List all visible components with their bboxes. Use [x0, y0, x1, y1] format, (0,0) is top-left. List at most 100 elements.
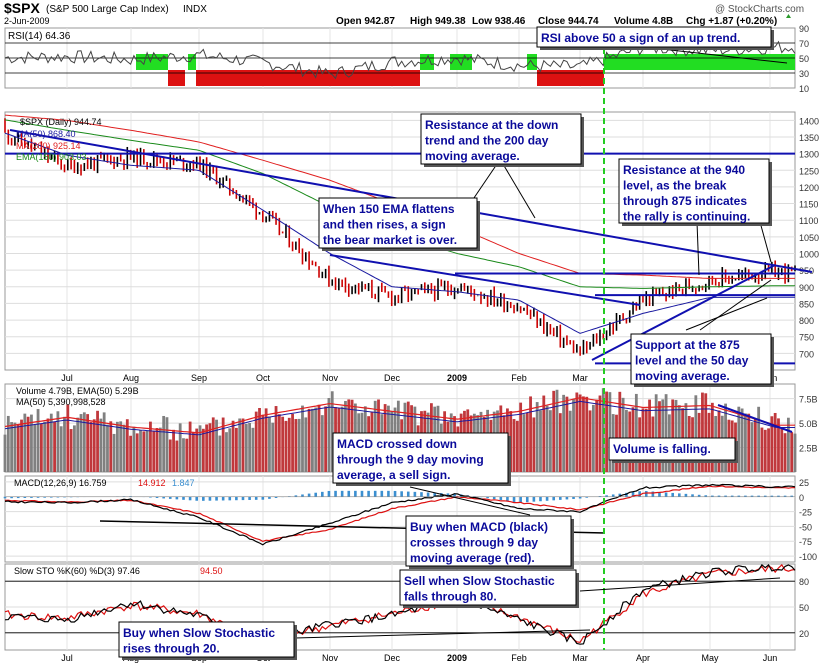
macd-histogram-bar [618, 493, 622, 497]
macd-histogram-bar [433, 492, 437, 497]
volume-label: Volume 4.8B [614, 16, 673, 27]
price-y-tick-label: 1150 [799, 200, 818, 210]
macd-y-tick-label: -25 [799, 508, 812, 518]
sto-x-tick-label: Nov [322, 653, 339, 663]
macd-histogram-bar [572, 496, 575, 499]
volume-bar [317, 404, 321, 472]
volume-bar [545, 405, 549, 472]
volume-y-tick-label: 5.0B [799, 419, 818, 429]
price-y-tick-label: 1200 [799, 183, 819, 193]
macd-histogram-bar [387, 490, 390, 497]
macd-histogram-bar [314, 492, 318, 497]
volume-bar [287, 417, 291, 472]
price-x-tick-label: Jul [61, 373, 73, 383]
macd-histogram-bar [519, 496, 522, 503]
macd-y-tick-label: -75 [799, 537, 812, 547]
volume-bar [218, 435, 222, 472]
macd-histogram-bar [578, 496, 582, 499]
volume-bar [228, 428, 232, 472]
volume-bar [297, 418, 301, 472]
volume-bar [661, 399, 665, 472]
macd-histogram-bar [671, 492, 674, 497]
macd-histogram-bar [757, 495, 760, 497]
macd-histogram-bar [724, 495, 727, 497]
macd-sell-annotation-text: average, a sell sign. [337, 468, 450, 482]
annotation-pointer [502, 163, 536, 219]
volume-bar [69, 429, 73, 472]
volume-bar [86, 414, 90, 472]
volume-bar [744, 413, 747, 472]
macd-histogram-bar [420, 492, 423, 497]
volume-bar [770, 416, 774, 472]
price-x-tick-label: Feb [511, 373, 527, 383]
volume-bar [59, 426, 63, 472]
volume-bar [178, 423, 182, 472]
volume-bar [565, 396, 569, 472]
price-x-tick-label: 2009 [447, 373, 467, 383]
sto-x-tick-label: Dec [384, 653, 401, 663]
macd-signal-legend-label: 14.912 [138, 478, 166, 488]
rsi-annotation-box [536, 26, 772, 48]
macd-histogram-bar [406, 491, 410, 497]
volume-bar [248, 423, 252, 472]
macd-histogram-bar [790, 495, 793, 497]
sto-sell-annotation-text: falls through 80. [404, 590, 497, 604]
ema-annotation-text: the bear market is over. [323, 233, 457, 247]
macd-histogram-bar [202, 496, 205, 501]
macd-histogram-bar [354, 490, 357, 497]
macd-histogram-bar [16, 496, 20, 499]
price-legend-label: $SPX (Daily) 944.74 [20, 117, 102, 127]
volume-bar [76, 417, 80, 472]
uptrend-line [591, 264, 776, 361]
sto-x-tick-label: Feb [511, 653, 527, 663]
macd-histogram-bar [175, 496, 179, 500]
macd-buy-annotation-box [405, 515, 572, 567]
macd-histogram-bar [340, 490, 344, 497]
macd-histogram-bar [155, 496, 159, 498]
macd-histogram-bar [770, 495, 774, 497]
volume-legend-label: Volume 4.79B, EMA(50) 5.29B [16, 386, 139, 396]
volume-annotation: Volume is falling. [608, 437, 738, 463]
support-875-annotation-text: moving average. [635, 369, 730, 383]
volume-bar [311, 408, 314, 472]
ema150-legend-label: EMA(150) 903.03 [16, 152, 87, 162]
volume-bar [20, 419, 23, 472]
price-y-tick-label: 1350 [799, 133, 819, 143]
volume-bar [231, 420, 235, 472]
macd-histogram-bar [3, 496, 7, 499]
volume-bar [63, 416, 66, 472]
volume-bar [268, 416, 271, 472]
price-ma50-line [4, 132, 795, 334]
volume-bar [92, 419, 96, 472]
macd-line [4, 483, 796, 546]
volume-bar [780, 428, 784, 472]
rsi-y-tick-label: 90 [799, 24, 809, 34]
resistance-940-annotation-text: the rally is continuing. [623, 210, 750, 224]
volume-bar [106, 424, 109, 472]
volume-bar [241, 418, 245, 472]
volume-bar [271, 422, 275, 472]
rsi-annotation: RSI above 50 a sign of an up trend. [536, 26, 774, 50]
macd-sell-annotation: MACD crossed down through the 9 day movin… [332, 432, 511, 486]
volume-bar [757, 406, 761, 472]
volume-bar [155, 428, 159, 472]
sto-d-legend-label: 94.50 [200, 566, 223, 576]
sto-sell-annotation: Sell when Slow Stochastic falls through 8… [399, 569, 579, 608]
volume-bar [654, 394, 658, 472]
volume-bar [555, 389, 559, 472]
volume-bar [254, 411, 258, 472]
price-x-tick-label: Mar [572, 373, 588, 383]
annotation-pointer [579, 577, 781, 592]
macd-histogram-bar [182, 496, 185, 500]
price-y-tick-label: 800 [799, 316, 814, 326]
volume-bar [539, 410, 542, 472]
volume-bar [192, 432, 195, 472]
macd-histogram [3, 490, 793, 503]
macd-histogram-bar [43, 496, 46, 498]
resistance-940-annotation-box [618, 158, 770, 224]
price-x-tick-label: Aug [123, 373, 139, 383]
chg-label: Chg +1.87 (+0.20%) [686, 16, 777, 27]
macd-histogram-bar [254, 496, 258, 500]
open-label: Open 942.87 [336, 16, 395, 27]
